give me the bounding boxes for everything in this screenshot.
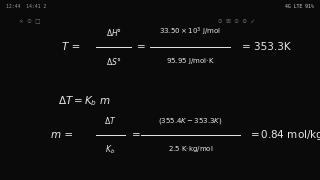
Text: = 353.3K: = 353.3K: [242, 42, 290, 52]
Text: $\Delta T$: $\Delta T$: [104, 115, 116, 126]
Text: $(355.4K - 353.3K)$: $(355.4K - 353.3K)$: [158, 116, 223, 126]
Text: $95.95\ \rm{J/mol{\cdot}K}$: $95.95\ \rm{J/mol{\cdot}K}$: [166, 56, 215, 66]
Text: =: =: [136, 42, 145, 52]
Text: $= 0.84\ \rm{mol/kg}$: $= 0.84\ \rm{mol/kg}$: [248, 128, 320, 142]
Text: m =: m =: [52, 130, 74, 140]
Text: $K_b$: $K_b$: [105, 144, 116, 156]
Text: T =: T =: [62, 42, 80, 52]
Text: $\Delta S°$: $\Delta S°$: [106, 56, 121, 67]
Text: ⊙  ✉  ⊙  ⊝  ✓: ⊙ ✉ ⊙ ⊝ ✓: [218, 19, 255, 24]
Text: ×  ⊙  □: × ⊙ □: [19, 19, 41, 24]
Text: $\Delta T = K_b\ m$: $\Delta T = K_b\ m$: [58, 94, 110, 108]
Text: 12:44  14:41 2: 12:44 14:41 2: [6, 4, 47, 10]
Text: $\Delta H°$: $\Delta H°$: [106, 27, 122, 38]
Text: $33.50\times10^3\ \rm{J/mol}$: $33.50\times10^3\ \rm{J/mol}$: [159, 26, 221, 38]
Text: =: =: [132, 130, 140, 140]
Text: 4G LTE 91%: 4G LTE 91%: [285, 4, 314, 10]
Text: $2.5\ \rm{K{\cdot}kg/mol}$: $2.5\ \rm{K{\cdot}kg/mol}$: [168, 144, 213, 154]
